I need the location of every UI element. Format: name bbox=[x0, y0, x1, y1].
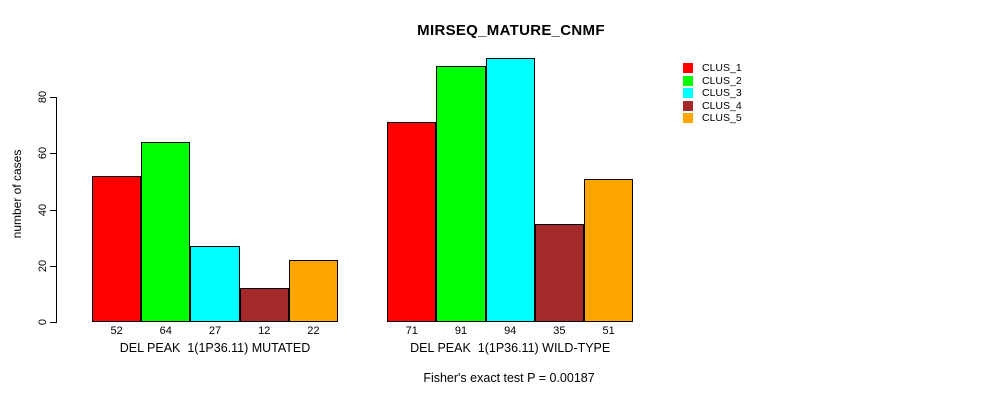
legend-swatch-clus-2 bbox=[683, 75, 693, 86]
legend-item-label: CLUS_2 bbox=[702, 74, 742, 87]
y-axis-tick bbox=[50, 210, 57, 211]
bar-value-label: 27 bbox=[208, 325, 222, 337]
legend-item-label: CLUS_1 bbox=[702, 62, 742, 74]
legend-item-label: CLUS_4 bbox=[702, 99, 742, 112]
y-axis-tick bbox=[50, 153, 57, 154]
bar-value-label: 64 bbox=[159, 325, 172, 337]
bar-clus-1-group-2 bbox=[387, 122, 437, 322]
bar-clus-5-group-1 bbox=[288, 260, 338, 322]
x-group-label: DEL PEAK 1(1P36.11) WILD-TYPE bbox=[410, 341, 611, 355]
bar-value-label: 12 bbox=[258, 325, 271, 337]
legend: CLUS_1 CLUS_2 CLUS_3 CLUS_4 CLUS_5 bbox=[683, 62, 742, 125]
legend-item-label: CLUS_3 bbox=[702, 87, 742, 99]
y-axis-tick bbox=[50, 266, 57, 267]
legend-swatch-clus-1 bbox=[683, 63, 693, 74]
bar-value-label: 71 bbox=[405, 325, 418, 337]
y-axis-tick-label: 0 bbox=[37, 318, 49, 326]
bar-value-label: 22 bbox=[307, 325, 320, 337]
legend-item: CLUS_5 bbox=[683, 112, 742, 125]
legend-item: CLUS_1 bbox=[683, 62, 742, 75]
y-axis-tick bbox=[50, 322, 57, 323]
legend-item-label: CLUS_5 bbox=[702, 112, 742, 124]
bar-value-label: 91 bbox=[454, 325, 468, 337]
legend-swatch-clus-4 bbox=[683, 100, 693, 111]
y-axis-tick-label: 60 bbox=[37, 146, 49, 160]
y-axis-label: number of cases bbox=[10, 149, 24, 239]
legend-swatch-clus-3 bbox=[683, 88, 693, 99]
y-axis-tick bbox=[50, 97, 57, 98]
y-axis-tick-label: 40 bbox=[37, 203, 49, 217]
bar-clus-5-group-2 bbox=[584, 179, 634, 322]
chart-title: MIRSEQ_MATURE_CNMF bbox=[417, 22, 605, 39]
bar-clus-4-group-2 bbox=[534, 224, 584, 322]
legend-item: CLUS_4 bbox=[683, 100, 742, 113]
bar-value-label: 51 bbox=[602, 325, 615, 337]
legend-swatch-clus-5 bbox=[683, 113, 693, 124]
bar-clus-3-group-2 bbox=[485, 58, 535, 322]
bar-clus-3-group-1 bbox=[190, 246, 240, 322]
legend-item: CLUS_2 bbox=[683, 75, 742, 88]
bar-clus-2-group-2 bbox=[436, 66, 486, 322]
bar-clus-1-group-1 bbox=[92, 176, 142, 322]
y-axis-tick-label: 20 bbox=[37, 259, 49, 273]
bar-value-label: 52 bbox=[110, 325, 123, 337]
legend-item: CLUS_3 bbox=[683, 87, 742, 100]
annotation-text: Fisher's exact test P = 0.00187 bbox=[423, 371, 595, 385]
bar-clus-2-group-1 bbox=[141, 142, 191, 322]
y-axis-tick-label: 80 bbox=[37, 90, 49, 104]
x-group-label: DEL PEAK 1(1P36.11) MUTATED bbox=[119, 341, 311, 355]
bar-clus-4-group-1 bbox=[239, 288, 289, 322]
bar-value-label: 35 bbox=[553, 325, 566, 337]
bar-value-label: 94 bbox=[504, 325, 517, 337]
